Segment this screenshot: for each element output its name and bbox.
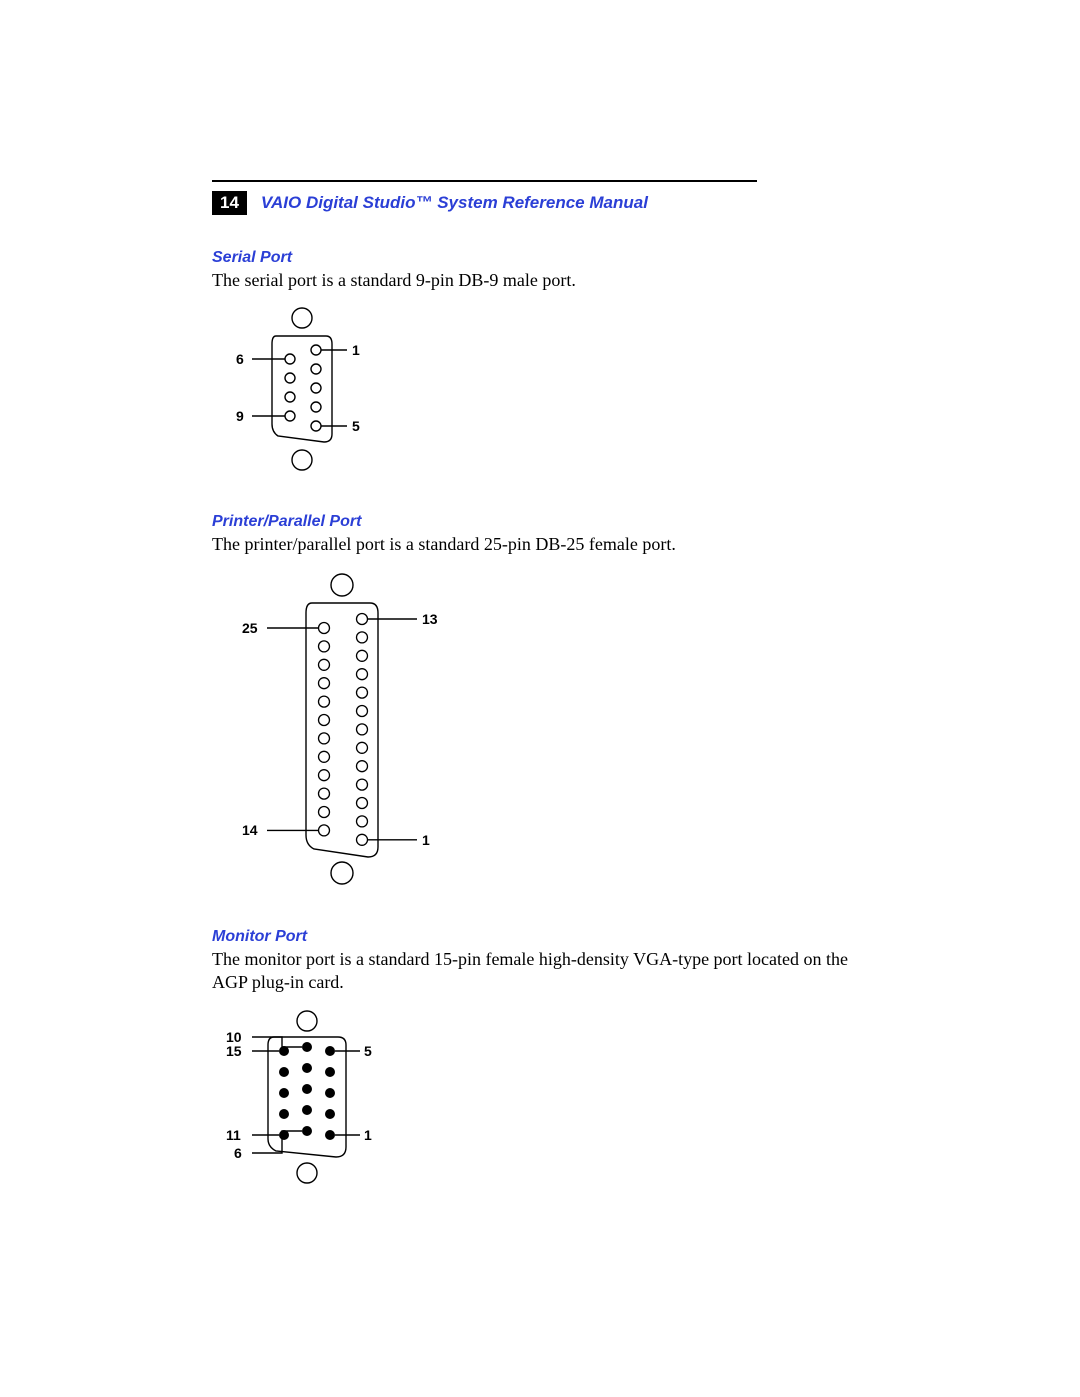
pin-label-6m: 6 [234, 1145, 242, 1161]
pin-label-13: 13 [422, 611, 438, 627]
body-text-monitor: The monitor port is a standard 15-pin fe… [212, 948, 852, 995]
section-monitor: Monitor Port The monitor port is a stand… [212, 928, 862, 1192]
diagram-db25: 13 1 25 14 [212, 569, 862, 894]
pin-label-5m: 5 [364, 1043, 372, 1059]
pin-label-15m: 15 [226, 1043, 242, 1059]
pin-label-5: 5 [352, 418, 360, 434]
page-header: 14 VAIO Digital Studio™ System Reference… [212, 191, 862, 215]
body-text-parallel: The printer/parallel port is a standard … [212, 533, 852, 556]
pin-label-25: 25 [242, 620, 258, 636]
pin-label-11m: 11 [226, 1127, 241, 1143]
pin-label-1: 1 [352, 342, 360, 358]
section-title-monitor: Monitor Port [212, 928, 862, 946]
header-rule [212, 180, 757, 182]
pin-label-9: 9 [236, 408, 244, 424]
pin-label-1p: 1 [422, 832, 430, 848]
section-parallel: Printer/Parallel Port The printer/parall… [212, 513, 862, 893]
section-title-serial: Serial Port [212, 249, 862, 267]
pin-label-1m: 1 [364, 1127, 372, 1143]
diagram-db9: 1 5 6 9 [212, 304, 862, 479]
manual-title: VAIO Digital Studio™ System Reference Ma… [261, 193, 648, 213]
page-number: 14 [212, 191, 247, 215]
section-title-parallel: Printer/Parallel Port [212, 513, 862, 531]
body-text-serial: The serial port is a standard 9-pin DB-9… [212, 269, 852, 292]
pin-label-14: 14 [242, 822, 258, 838]
document-page: 14 VAIO Digital Studio™ System Reference… [0, 0, 1080, 1397]
section-serial: Serial Port The serial port is a standar… [212, 249, 862, 479]
diagram-hd15: 5 1 10 15 11 6 [212, 1007, 862, 1192]
pin-label-6: 6 [236, 351, 244, 367]
